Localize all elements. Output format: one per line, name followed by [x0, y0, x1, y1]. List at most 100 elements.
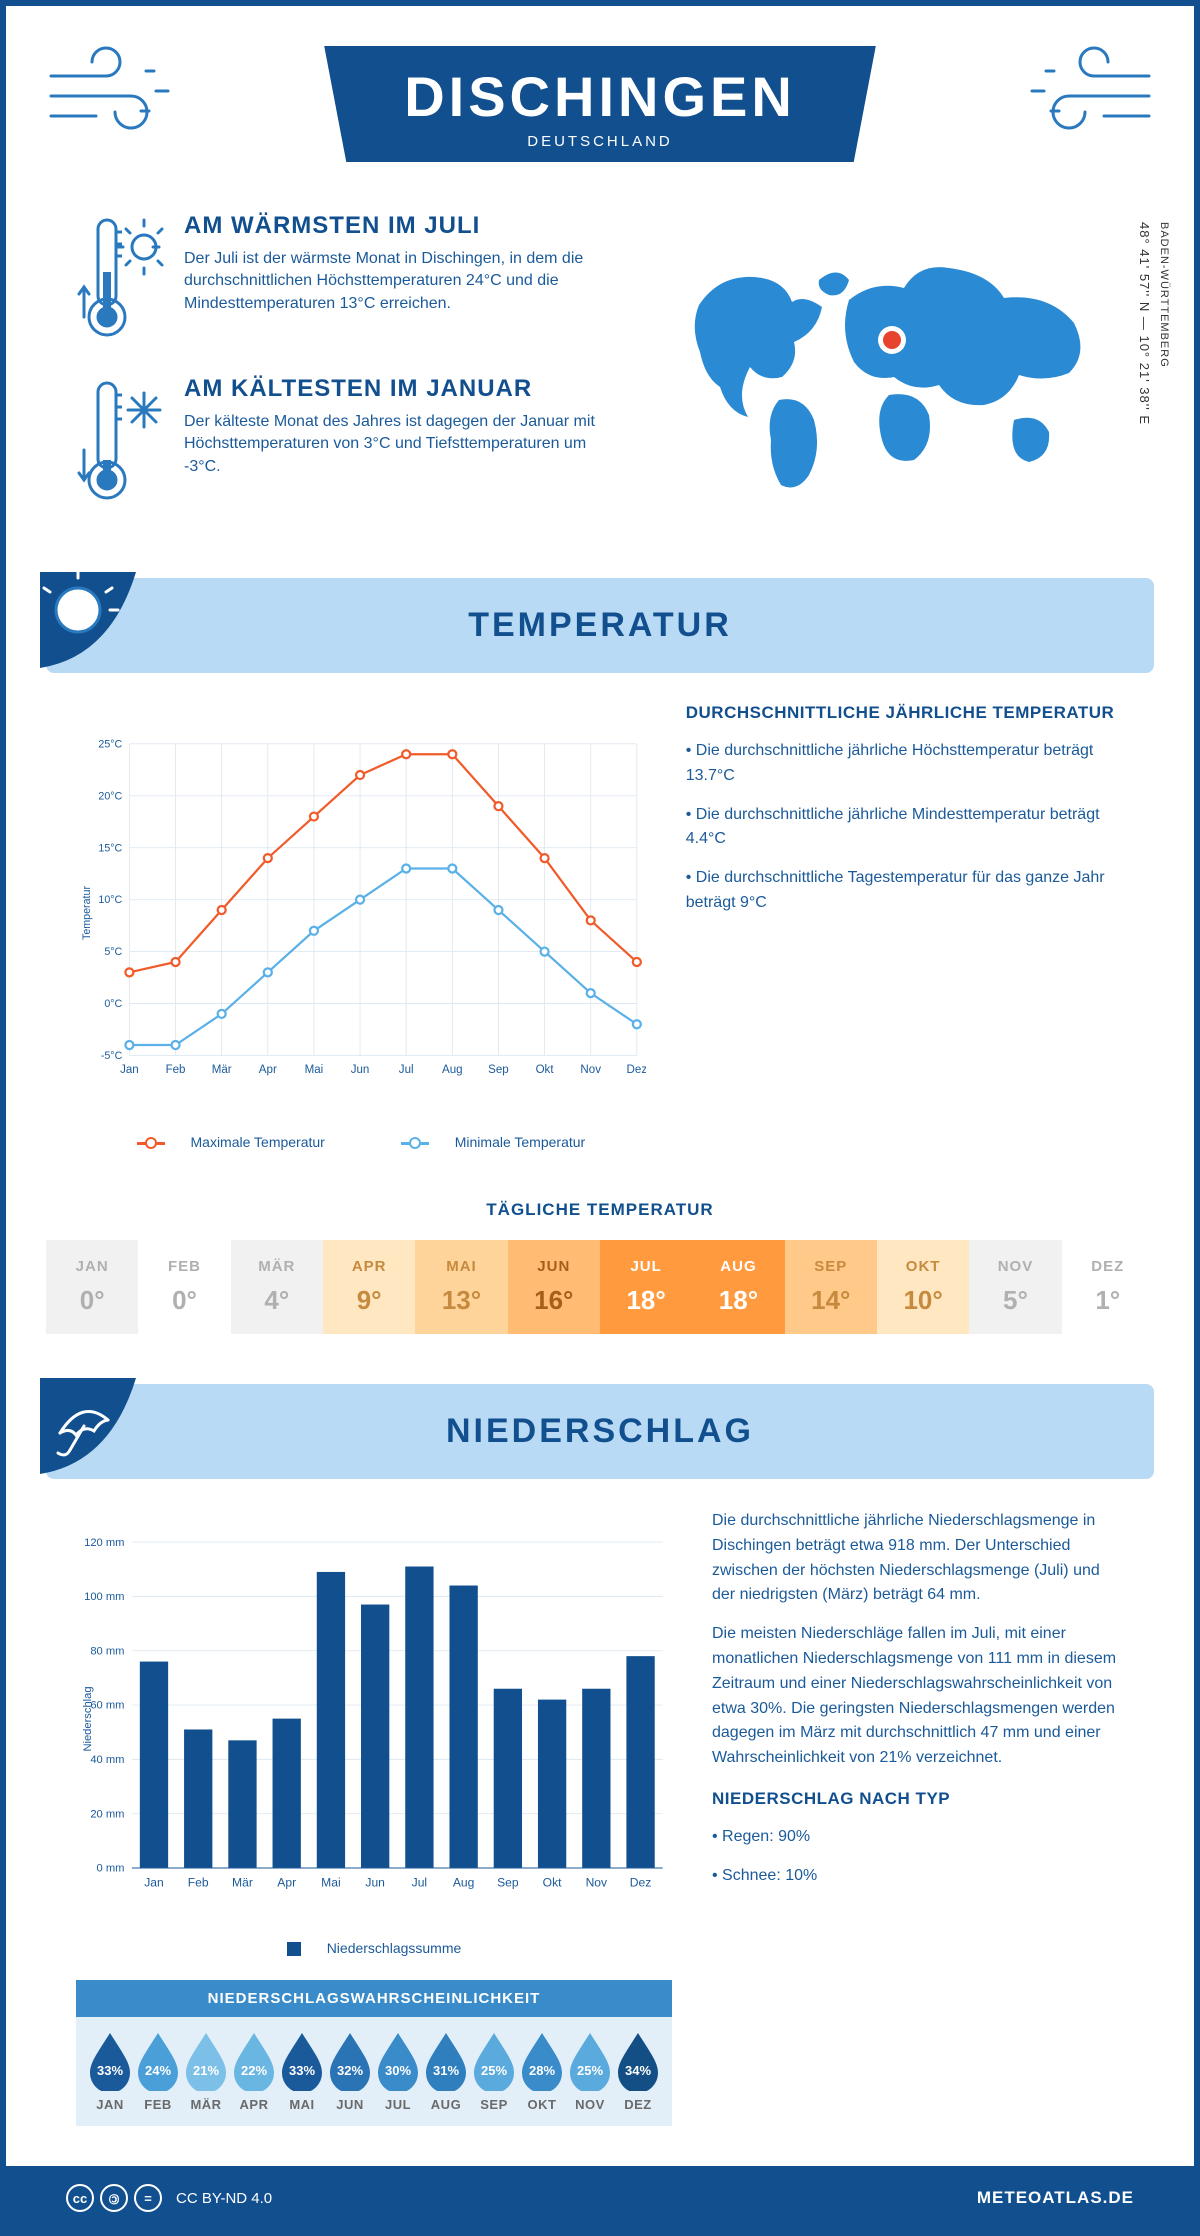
daily-temp-cell: AUG18°: [692, 1240, 784, 1334]
warmest-title: AM WÄRMSTEN IM JULI: [184, 212, 604, 240]
prob-cell: 22%APR: [230, 2031, 278, 2112]
svg-text:32%: 32%: [337, 2063, 363, 2078]
svg-text:21%: 21%: [193, 2063, 219, 2078]
svg-text:0°C: 0°C: [104, 998, 122, 1010]
site-name: METEOATLAS.DE: [977, 2188, 1134, 2208]
sun-icon: [40, 572, 136, 668]
prob-cell: 25%SEP: [470, 2031, 518, 2112]
daily-temp-cell: OKT10°: [877, 1240, 969, 1334]
svg-text:22%: 22%: [241, 2063, 267, 2078]
daily-temp-cell: APR9°: [323, 1240, 415, 1334]
temperature-title: TEMPERATUR: [468, 606, 732, 644]
svg-text:30%: 30%: [385, 2063, 411, 2078]
country-name: DEUTSCHLAND: [404, 133, 796, 150]
svg-text:0 mm: 0 mm: [97, 1863, 125, 1875]
daily-temp-cell: SEP14°: [785, 1240, 877, 1334]
temperature-legend: Maximale Temperatur Minimale Temperatur: [76, 1134, 646, 1150]
warmest-text: Der Juli ist der wärmste Monat in Dischi…: [184, 248, 604, 315]
svg-text:Okt: Okt: [536, 1064, 555, 1076]
svg-text:Dez: Dez: [627, 1064, 646, 1076]
svg-text:Feb: Feb: [166, 1064, 186, 1076]
svg-text:25%: 25%: [481, 2063, 507, 2078]
prob-cell: 21%MÄR: [182, 2031, 230, 2112]
prob-cell: 32%JUN: [326, 2031, 374, 2112]
prob-cell: 25%NOV: [566, 2031, 614, 2112]
daily-temp-cell: MÄR4°: [231, 1240, 323, 1334]
footer: cc🄯= CC BY-ND 4.0 METEOATLAS.DE: [6, 2166, 1194, 2230]
daily-temp-cell: FEB0°: [138, 1240, 230, 1334]
wind-icon: [46, 46, 186, 151]
svg-text:Sep: Sep: [497, 1876, 519, 1890]
daily-temp-cell: JAN0°: [46, 1240, 138, 1334]
svg-text:Apr: Apr: [259, 1064, 277, 1076]
svg-text:Nov: Nov: [580, 1064, 601, 1076]
precip-para: Die meisten Niederschläge fallen im Juli…: [712, 1622, 1124, 1771]
daily-temp-cell: NOV5°: [969, 1240, 1061, 1334]
daily-temp-cell: JUL18°: [600, 1240, 692, 1334]
overview-section: AM WÄRMSTEN IM JULI Der Juli ist der wär…: [6, 192, 1194, 578]
prob-cell: 33%JAN: [86, 2031, 134, 2112]
temperature-section-header: TEMPERATUR: [46, 578, 1154, 673]
svg-text:Jan: Jan: [144, 1876, 164, 1890]
svg-text:5°C: 5°C: [104, 946, 122, 958]
temp-bullet: • Die durchschnittliche jährliche Höchst…: [686, 739, 1124, 789]
svg-text:-5°C: -5°C: [101, 1050, 123, 1062]
precip-type-line: • Schnee: 10%: [712, 1864, 1124, 1889]
svg-text:20 mm: 20 mm: [90, 1808, 124, 1820]
title-banner: DISCHINGEN DEUTSCHLAND: [324, 46, 876, 162]
svg-text:24%: 24%: [145, 2063, 171, 2078]
precip-title: NIEDERSCHLAG: [446, 1412, 754, 1450]
umbrella-icon: [40, 1378, 136, 1474]
daily-temp-cell: JUN16°: [508, 1240, 600, 1334]
daily-temp-cell: MAI13°: [415, 1240, 507, 1334]
svg-text:Dez: Dez: [630, 1876, 652, 1890]
svg-text:Aug: Aug: [442, 1064, 463, 1076]
precip-type-title: NIEDERSCHLAG NACH TYP: [712, 1789, 1124, 1809]
precipitation-probability-row: 33%JAN24%FEB21%MÄR22%APR33%MAI32%JUN30%J…: [76, 2017, 672, 2126]
svg-text:Aug: Aug: [453, 1876, 475, 1890]
svg-text:34%: 34%: [625, 2063, 651, 2078]
temp-text-title: DURCHSCHNITTLICHE JÄHRLICHE TEMPERATUR: [686, 703, 1124, 723]
svg-text:33%: 33%: [97, 2063, 123, 2078]
precipitation-bar-chart: 0 mm20 mm40 mm60 mm80 mm100 mm120 mmJanF…: [76, 1509, 672, 1929]
svg-text:20°C: 20°C: [98, 790, 122, 802]
world-map: 48° 41' 57'' N — 10° 21' 38'' E BADEN-WÜ…: [644, 212, 1124, 538]
coordinates: 48° 41' 57'' N — 10° 21' 38'' E: [1137, 222, 1152, 425]
prob-cell: 33%MAI: [278, 2031, 326, 2112]
svg-text:Feb: Feb: [188, 1876, 209, 1890]
svg-text:15°C: 15°C: [98, 842, 122, 854]
svg-text:Mär: Mär: [232, 1876, 253, 1890]
thermometer-hot-icon: [76, 212, 166, 347]
svg-text:Apr: Apr: [277, 1876, 296, 1890]
prob-cell: 34%DEZ: [614, 2031, 662, 2112]
precip-type-line: • Regen: 90%: [712, 1825, 1124, 1850]
city-name: DISCHINGEN: [404, 64, 796, 129]
svg-text:100 mm: 100 mm: [84, 1591, 124, 1603]
prob-cell: 31%AUG: [422, 2031, 470, 2112]
prob-cell: 28%OKT: [518, 2031, 566, 2112]
svg-text:Nov: Nov: [586, 1876, 608, 1890]
license-label: CC BY-ND 4.0: [176, 2190, 272, 2207]
svg-text:33%: 33%: [289, 2063, 315, 2078]
svg-text:Jan: Jan: [120, 1064, 139, 1076]
warmest-block: AM WÄRMSTEN IM JULI Der Juli ist der wär…: [76, 212, 604, 347]
svg-text:Jun: Jun: [365, 1876, 385, 1890]
svg-text:Jul: Jul: [412, 1876, 427, 1890]
svg-text:Sep: Sep: [488, 1064, 509, 1076]
daily-temperature-row: JAN0°FEB0°MÄR4°APR9°MAI13°JUN16°JUL18°AU…: [46, 1240, 1154, 1334]
precip-legend: Niederschlagssumme: [76, 1940, 672, 1956]
legend-max-label: Maximale Temperatur: [191, 1134, 325, 1150]
svg-text:25%: 25%: [577, 2063, 603, 2078]
svg-text:Mär: Mär: [212, 1064, 232, 1076]
precip-section-header: NIEDERSCHLAG: [46, 1384, 1154, 1479]
temperature-line-chart: -5°C0°C5°C10°C15°C20°C25°CJanFebMärAprMa…: [76, 703, 646, 1123]
svg-text:Mai: Mai: [305, 1064, 324, 1076]
coldest-block: AM KÄLTESTEN IM JANUAR Der kälteste Mona…: [76, 375, 604, 510]
header: DISCHINGEN DEUTSCHLAND: [6, 6, 1194, 192]
svg-text:Niederschlag: Niederschlag: [82, 1686, 94, 1751]
svg-text:120 mm: 120 mm: [84, 1537, 124, 1549]
daily-temp-cell: DEZ1°: [1062, 1240, 1154, 1334]
thermometer-cold-icon: [76, 375, 166, 510]
svg-text:Jul: Jul: [399, 1064, 414, 1076]
temp-bullet: • Die durchschnittliche jährliche Mindes…: [686, 803, 1124, 853]
